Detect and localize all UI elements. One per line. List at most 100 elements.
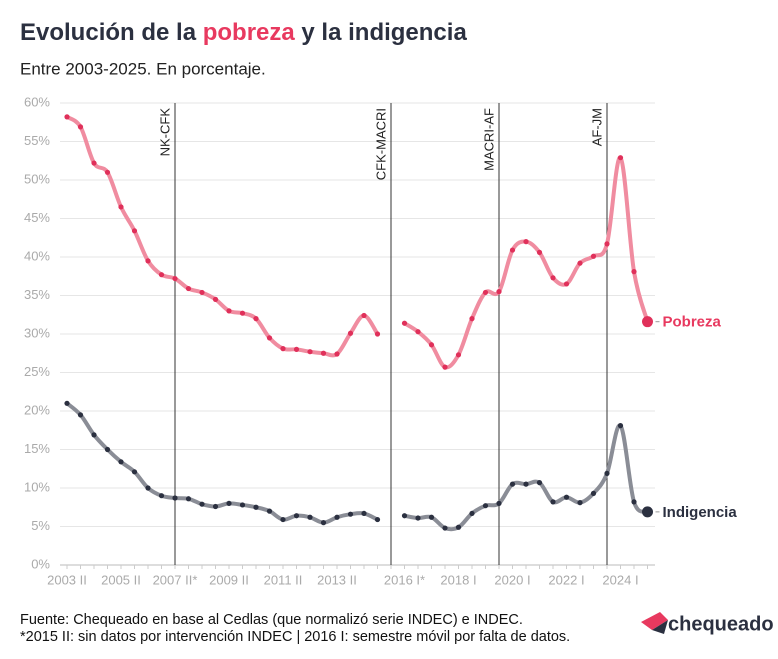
chart-subtitle: Entre 2003-2025. En porcentaje. bbox=[20, 59, 266, 78]
x-tick-label: 2020 I bbox=[494, 572, 530, 587]
data-point bbox=[320, 520, 327, 526]
data-point bbox=[550, 499, 556, 505]
data-point bbox=[293, 513, 300, 519]
data-point bbox=[104, 446, 111, 453]
period-label: NK-CFK bbox=[157, 108, 172, 157]
legend-label: Indigencia bbox=[663, 504, 738, 521]
data-point bbox=[118, 204, 124, 210]
data-point bbox=[239, 502, 246, 508]
data-point bbox=[226, 308, 232, 314]
data-point bbox=[77, 412, 84, 418]
data-point bbox=[604, 241, 610, 247]
series-line bbox=[65, 401, 649, 532]
data-point bbox=[523, 239, 529, 245]
data-point bbox=[482, 503, 489, 509]
data-point bbox=[428, 514, 435, 520]
data-point bbox=[509, 481, 516, 487]
data-point bbox=[523, 481, 529, 487]
x-tick-label: 2018 I bbox=[440, 572, 476, 587]
data-point bbox=[307, 349, 313, 355]
y-tick-label: 30% bbox=[24, 325, 50, 340]
y-tick-label: 15% bbox=[24, 441, 50, 456]
data-point bbox=[91, 432, 97, 438]
x-tick-label: 2007 II* bbox=[153, 572, 198, 587]
data-point bbox=[442, 364, 448, 370]
data-point bbox=[496, 289, 502, 295]
logo: chequeado bbox=[641, 612, 774, 635]
data-point bbox=[212, 296, 219, 302]
data-point bbox=[226, 500, 232, 506]
data-point bbox=[158, 493, 165, 499]
y-tick-label: 10% bbox=[24, 479, 50, 494]
data-point bbox=[77, 124, 84, 130]
x-tick-label: 2016 I* bbox=[384, 572, 425, 587]
chart-title: Evolución de la pobreza y la indigencia bbox=[20, 19, 467, 46]
data-point bbox=[455, 524, 462, 530]
y-tick-label: 50% bbox=[24, 171, 50, 186]
data-point bbox=[442, 525, 448, 531]
period-label: AF-JM bbox=[589, 108, 604, 146]
logo-icon bbox=[641, 612, 668, 630]
data-point bbox=[577, 500, 583, 506]
y-tick-label: 35% bbox=[24, 287, 50, 302]
x-tick-label: 2003 II bbox=[47, 572, 87, 587]
y-tick-label: 5% bbox=[31, 518, 50, 533]
y-tick-label: 60% bbox=[24, 94, 50, 109]
footnote: *2015 II: sin datos por intervención IND… bbox=[20, 629, 570, 645]
period-label: MACRI-AF bbox=[481, 108, 496, 171]
data-point bbox=[64, 400, 70, 406]
data-point bbox=[293, 346, 300, 352]
data-point bbox=[347, 330, 354, 336]
data-point bbox=[131, 469, 138, 475]
data-point bbox=[415, 515, 421, 521]
y-tick-label: 45% bbox=[24, 210, 50, 225]
data-point bbox=[563, 494, 570, 500]
data-point bbox=[253, 504, 259, 510]
data-point bbox=[401, 320, 408, 326]
logo-text: chequeado bbox=[668, 613, 774, 635]
x-tick-label: 2011 II bbox=[264, 572, 303, 587]
data-point bbox=[631, 499, 637, 505]
data-point bbox=[145, 485, 151, 491]
data-point bbox=[536, 249, 543, 255]
data-point bbox=[361, 312, 367, 319]
data-point bbox=[590, 490, 597, 496]
data-point bbox=[199, 289, 205, 296]
data-point bbox=[239, 310, 246, 316]
data-point bbox=[509, 247, 516, 253]
data-point bbox=[118, 459, 124, 465]
data-point bbox=[280, 346, 286, 352]
data-point bbox=[334, 514, 340, 520]
data-point bbox=[496, 500, 502, 506]
y-tick-label: 20% bbox=[24, 402, 50, 417]
data-point bbox=[482, 289, 489, 296]
end-point bbox=[642, 316, 653, 328]
data-point bbox=[536, 480, 543, 486]
legend-label: Pobreza bbox=[663, 314, 722, 331]
data-point bbox=[199, 501, 205, 507]
period-label: CFK-MACRI bbox=[373, 108, 388, 180]
data-point bbox=[577, 260, 583, 266]
data-point bbox=[145, 258, 151, 264]
data-point bbox=[64, 114, 70, 120]
data-point bbox=[401, 513, 408, 519]
data-point bbox=[617, 423, 624, 429]
data-point bbox=[158, 272, 165, 278]
title-part: Evolución de la bbox=[20, 19, 203, 46]
data-point bbox=[266, 508, 273, 514]
data-point bbox=[604, 470, 610, 476]
data-point bbox=[374, 331, 381, 337]
data-point bbox=[455, 352, 462, 358]
data-point bbox=[469, 316, 475, 322]
data-point bbox=[334, 351, 340, 357]
data-point bbox=[469, 510, 475, 517]
y-tick-label: 0% bbox=[31, 556, 50, 571]
x-tick-label: 2005 II bbox=[101, 572, 141, 587]
data-point bbox=[172, 275, 178, 282]
x-tick-label: 2009 II bbox=[209, 572, 249, 587]
x-tick-label: 2022 I bbox=[548, 572, 584, 587]
y-tick-label: 40% bbox=[24, 248, 50, 263]
data-point bbox=[631, 269, 637, 275]
data-point bbox=[104, 169, 111, 175]
data-point bbox=[172, 495, 178, 501]
